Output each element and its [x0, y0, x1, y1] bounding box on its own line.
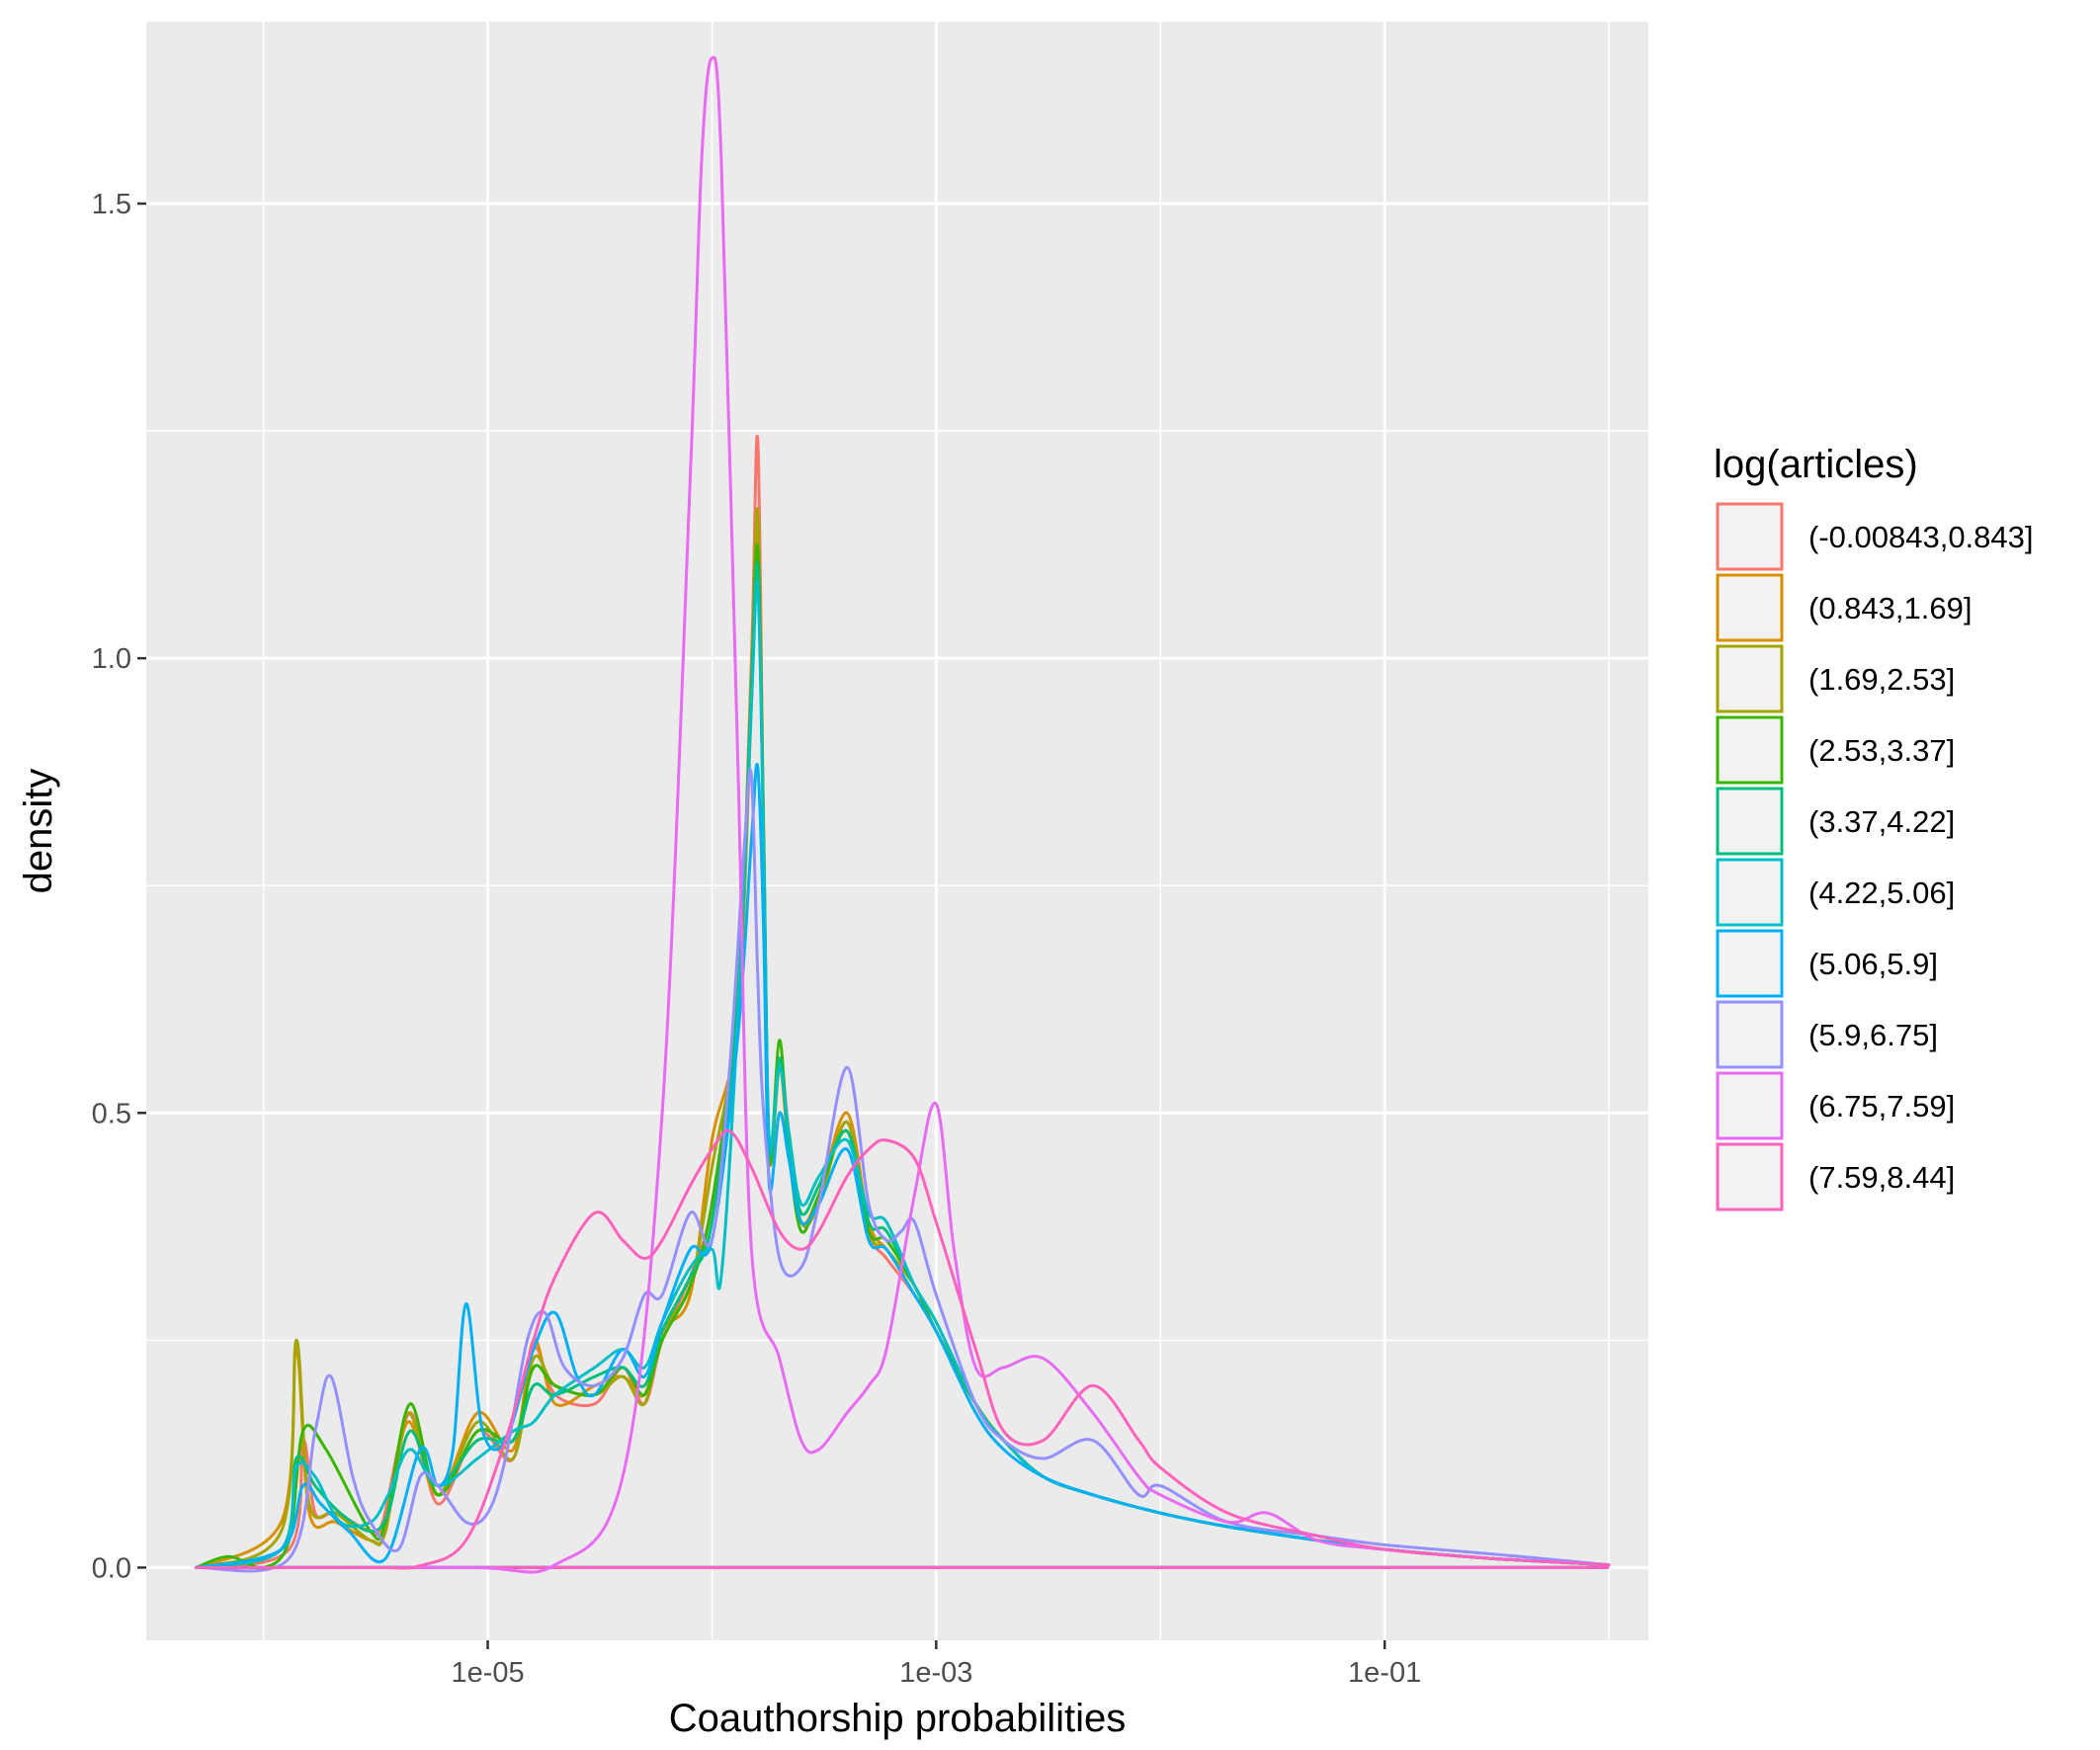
- legend-label: (0.843,1.69]: [1808, 591, 1972, 625]
- series-line: [194, 1128, 1611, 1570]
- legend-label: (-0.00843,0.843]: [1808, 520, 2034, 554]
- legend-items: (-0.00843,0.843] (0.843,1.69] (1.69,2.53] (…: [1716, 502, 2034, 1211]
- y-tick-label: 1.0: [92, 643, 131, 675]
- y-tick-label: 1.5: [92, 189, 131, 220]
- x-tick-label: 1e-01: [1348, 1657, 1421, 1689]
- legend-key: [1716, 1142, 1784, 1211]
- series-line: [194, 768, 1611, 1573]
- plot-panel: [146, 22, 1648, 1640]
- axis-ticks: [137, 202, 1386, 1649]
- minor-gridlines: [146, 22, 1648, 1640]
- legend: log(articles) (-0.00843,0.843] (0.843,1.6…: [1714, 443, 2034, 1211]
- x-tick-label: 1e-03: [899, 1657, 972, 1689]
- y-axis-title: density: [17, 769, 60, 894]
- legend-label: (1.69,2.53]: [1808, 662, 1955, 697]
- series-lines: [194, 55, 1611, 1574]
- legend-key: [1716, 644, 1784, 713]
- legend-label: (2.53,3.37]: [1808, 733, 1955, 768]
- legend-key: [1716, 1071, 1784, 1140]
- legend-title: log(articles): [1714, 443, 1918, 486]
- y-tick-label: 0.0: [92, 1552, 131, 1584]
- legend-key: [1716, 573, 1784, 642]
- legend-key: [1716, 858, 1784, 927]
- legend-key: [1716, 1000, 1784, 1069]
- x-axis-title: Coauthorship probabilities: [669, 1697, 1127, 1740]
- legend-label: (4.22,5.06]: [1808, 875, 1955, 910]
- y-tick-label: 0.5: [92, 1098, 131, 1129]
- legend-label: (7.59,8.44]: [1808, 1160, 1955, 1195]
- legend-label: (3.37,4.22]: [1808, 804, 1955, 839]
- legend-key: [1716, 502, 1784, 571]
- legend-key: [1716, 929, 1784, 998]
- legend-key: [1716, 787, 1784, 856]
- x-tick-label: 1e-05: [451, 1657, 524, 1689]
- legend-key: [1716, 715, 1784, 785]
- legend-label: (6.75,7.59]: [1808, 1089, 1955, 1124]
- legend-label: (5.06,5.9]: [1808, 947, 1938, 981]
- series-line: [194, 763, 1611, 1569]
- tick-labels: 0.0 0.5 1.0 1.5 1e-05 1e-03 1e-01: [92, 189, 1422, 1689]
- series-line: [194, 55, 1611, 1574]
- legend-label: (5.9,6.75]: [1808, 1018, 1938, 1052]
